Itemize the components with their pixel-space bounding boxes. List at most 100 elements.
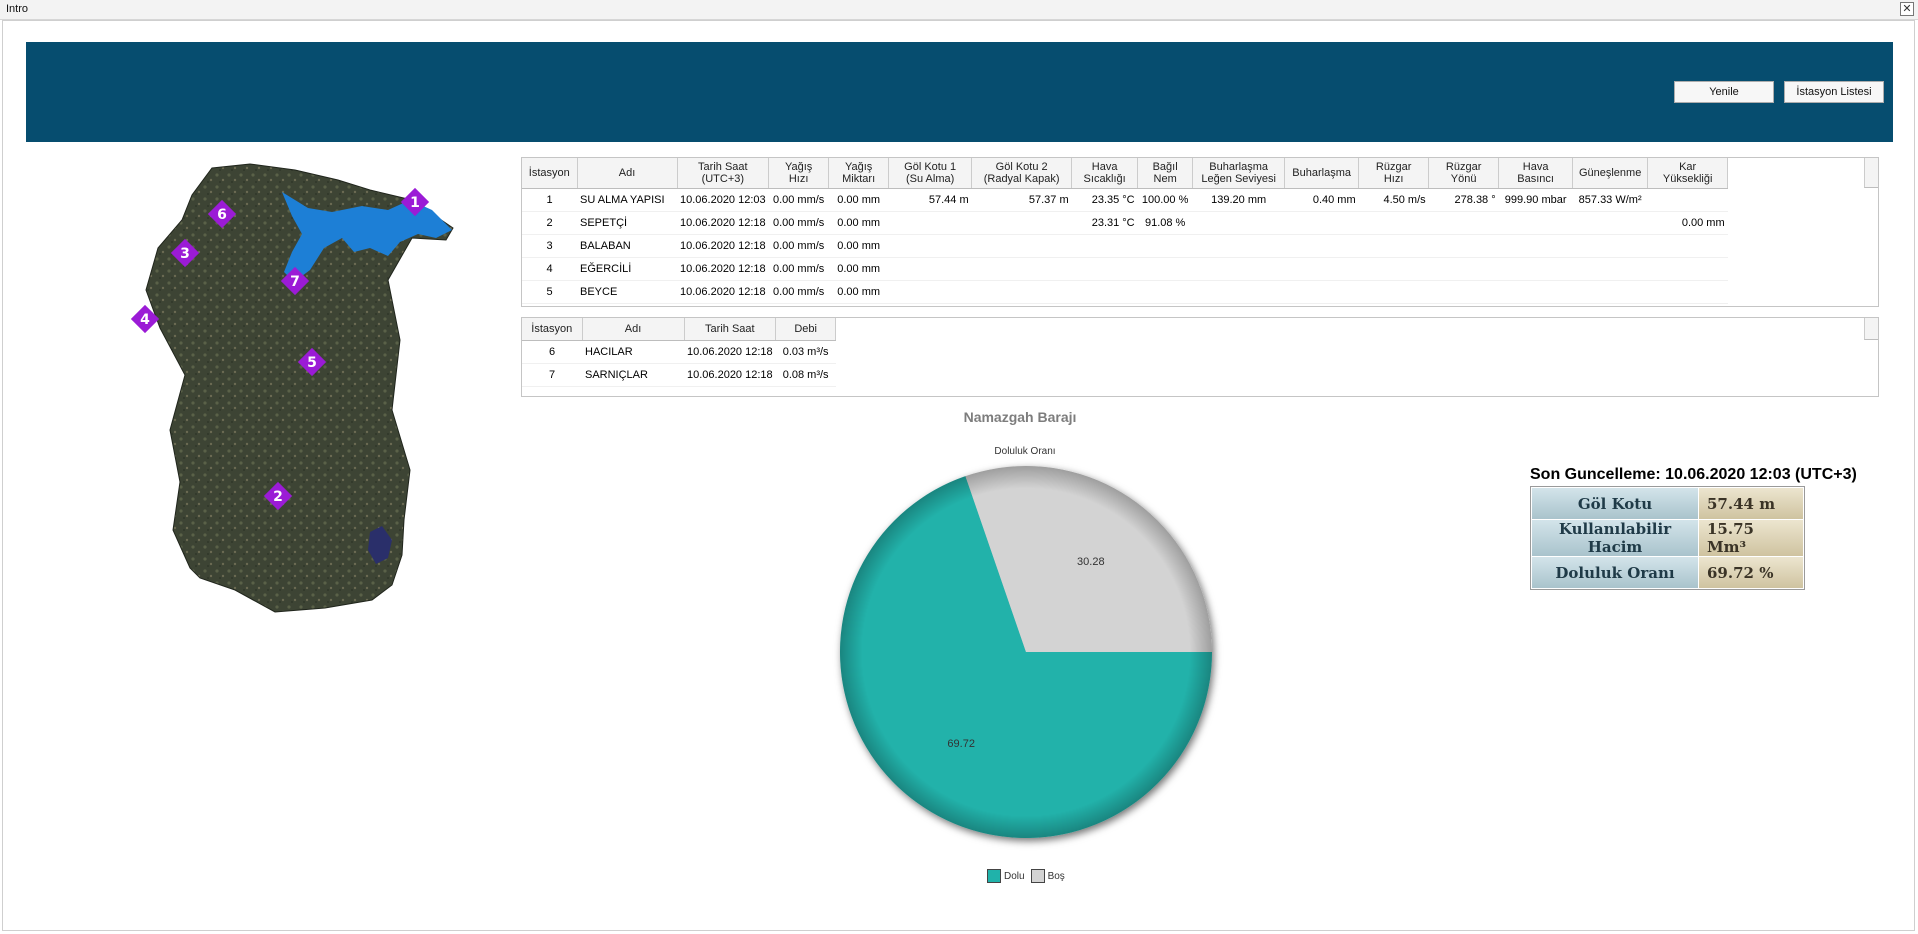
table-cell: [888, 257, 972, 281]
table-cell: 57.37 m: [971, 188, 1072, 212]
table-cell: 10.06.2020 12:18: [684, 340, 776, 364]
table-cell: [888, 211, 972, 235]
table-row[interactable]: 1 SU ALMA YAPISI 10.06.2020 12:03 0.00 mm/s…: [522, 188, 1728, 212]
table-header-row: İstasyon Adı Tarih Saat (UTC+3) Yağış Hızı Y…: [522, 158, 1729, 189]
table-scrollbar[interactable]: [1864, 158, 1878, 188]
chart-legend: Dolu Boş: [987, 869, 1071, 883]
summary-label: Kullanılabilir Hacim: [1532, 520, 1698, 556]
table-cell: [1358, 257, 1429, 281]
last-update-text: Son Guncelleme: 10.06.2020 12:03 (UTC+3): [1530, 466, 1857, 483]
column-header[interactable]: Hava Sıcaklığı: [1071, 158, 1139, 189]
table-cell: 0.00 mm: [1647, 211, 1728, 235]
summary-table: Göl Kotu 57.44 m Kullanılabilir Hacim 15.7…: [1530, 486, 1805, 590]
table-cell: [1572, 257, 1648, 281]
met-station-table: İstasyon Adı Tarih Saat (UTC+3) Yağış Hızı Y…: [521, 157, 1879, 307]
table-cell: 139.20 mm: [1192, 188, 1285, 212]
marker-label: 4: [140, 312, 150, 328]
table-cell: [888, 234, 972, 258]
table-cell: 0.00 mm: [828, 211, 889, 235]
table-scrollbar[interactable]: [1864, 318, 1878, 340]
basin-map: 1 2 3 4 5 6 7: [130, 163, 454, 613]
table-cell: 7: [522, 363, 582, 387]
table-row[interactable]: 4 EĞERCİLİ 10.06.2020 12:18 0.00 mm/s 0.00 m…: [522, 257, 1728, 281]
column-header[interactable]: Buharlaşma: [1284, 158, 1360, 189]
table-cell: 10.06.2020 12:18: [684, 363, 776, 387]
table-cell: 0.03 m³/s: [775, 340, 836, 364]
column-header[interactable]: Tarih Saat: [684, 318, 777, 341]
summary-row: Göl Kotu 57.44 m: [1532, 488, 1803, 519]
table-cell: [1192, 234, 1285, 258]
table-cell: [1137, 280, 1193, 304]
reservoir-lake: [282, 192, 452, 282]
column-header[interactable]: Güneşlenme: [1572, 158, 1649, 189]
column-header[interactable]: Adı: [582, 318, 685, 341]
legend-label-bos: Boş: [1047, 870, 1065, 882]
table-cell: [1428, 257, 1499, 281]
table-cell: [1137, 257, 1193, 281]
table-cell: [1284, 280, 1359, 304]
column-header[interactable]: Rüzgar Yönü: [1428, 158, 1500, 189]
small-lake: [368, 526, 392, 564]
table-cell: 0.00 mm: [828, 188, 889, 212]
column-header[interactable]: Buharlaşma Leğen Seviyesi: [1192, 158, 1286, 189]
table-cell: 0.00 mm: [828, 280, 889, 304]
table-cell: SARNIÇLAR: [582, 363, 684, 387]
table-cell: [1071, 280, 1138, 304]
column-header[interactable]: Adı: [577, 158, 678, 189]
table-row[interactable]: 5 BEYCE 10.06.2020 12:18 0.00 mm/s 0.00 mm: [522, 280, 1728, 304]
table-cell: 0.00 mm/s: [768, 188, 829, 212]
table-cell: 23.35 °C: [1071, 188, 1138, 212]
summary-value: 15.75 Mm³: [1699, 520, 1803, 556]
table-cell: 10.06.2020 12:03: [677, 188, 769, 212]
table-cell: 0.00 mm/s: [768, 211, 829, 235]
legend-label-dolu: Dolu: [1004, 870, 1025, 882]
close-icon[interactable]: ✕: [1900, 2, 1914, 16]
column-header[interactable]: Debi: [775, 318, 837, 341]
table-cell: 278.38 °: [1428, 188, 1499, 212]
table-row[interactable]: 7 SARNIÇLAR 10.06.2020 12:18 0.08 m³/s: [522, 363, 836, 387]
table-row[interactable]: 6 HACILAR 10.06.2020 12:18 0.03 m³/s: [522, 340, 836, 364]
column-header[interactable]: Rüzgar Hızı: [1358, 158, 1430, 189]
column-header[interactable]: İstasyon: [522, 318, 583, 341]
flow-station-table: İstasyon Adı Tarih Saat Debi 6 HACILAR 10.06.…: [521, 317, 1879, 397]
table-cell: [1428, 280, 1499, 304]
legend-swatch-dolu: [987, 869, 1001, 883]
column-header[interactable]: Bağıl Nem: [1137, 158, 1194, 189]
marker-label: 1: [410, 195, 420, 211]
table-cell: [1137, 234, 1193, 258]
legend-swatch-bos: [1030, 869, 1045, 883]
table-cell: 10.06.2020 12:18: [677, 211, 769, 235]
table-cell: [1071, 257, 1138, 281]
table-row[interactable]: 2 SEPETÇİ 10.06.2020 12:18 0.00 mm/s 0.00 mm…: [522, 211, 1728, 235]
column-header[interactable]: İstasyon: [522, 158, 578, 189]
column-header[interactable]: Tarih Saat (UTC+3): [677, 158, 770, 189]
window-titlebar: Intro ✕: [0, 0, 1918, 20]
table-cell: [1428, 211, 1499, 235]
column-header[interactable]: Göl Kotu 2 (Radyal Kapak): [971, 158, 1073, 189]
table-cell: BALABAN: [577, 234, 677, 258]
table-cell: 0.00 mm: [828, 257, 889, 281]
table-cell: 10.06.2020 12:18: [677, 257, 769, 281]
column-header[interactable]: Yağış Miktarı: [828, 158, 890, 189]
table-cell: [1358, 211, 1429, 235]
table-cell: SU ALMA YAPISI: [577, 188, 677, 212]
column-header[interactable]: Hava Basıncı: [1498, 158, 1574, 189]
marker-label: 2: [273, 489, 283, 505]
summary-value: 69.72 %: [1699, 557, 1803, 588]
column-header[interactable]: Göl Kotu 1 (Su Alma): [888, 158, 973, 189]
summary-label: Doluluk Oranı: [1532, 557, 1698, 588]
marker-label: 7: [290, 274, 300, 290]
column-header[interactable]: Yağış Hızı: [768, 158, 830, 189]
table-cell: [1284, 234, 1359, 258]
table-cell: 2: [522, 211, 577, 235]
table-cell: [1498, 234, 1573, 258]
column-header[interactable]: Kar Yüksekliği: [1647, 158, 1729, 189]
table-row[interactable]: 3 BALABAN 10.06.2020 12:18 0.00 mm/s 0.00 mm: [522, 234, 1728, 258]
station-list-button[interactable]: İstasyon Listesi: [1784, 81, 1884, 103]
refresh-button[interactable]: Yenile: [1674, 81, 1774, 103]
table-cell: [1428, 234, 1499, 258]
table-cell: 3: [522, 234, 577, 258]
table-cell: 91.08 %: [1137, 211, 1193, 235]
table-cell: 57.44 m: [888, 188, 972, 212]
table-cell: [1284, 257, 1359, 281]
